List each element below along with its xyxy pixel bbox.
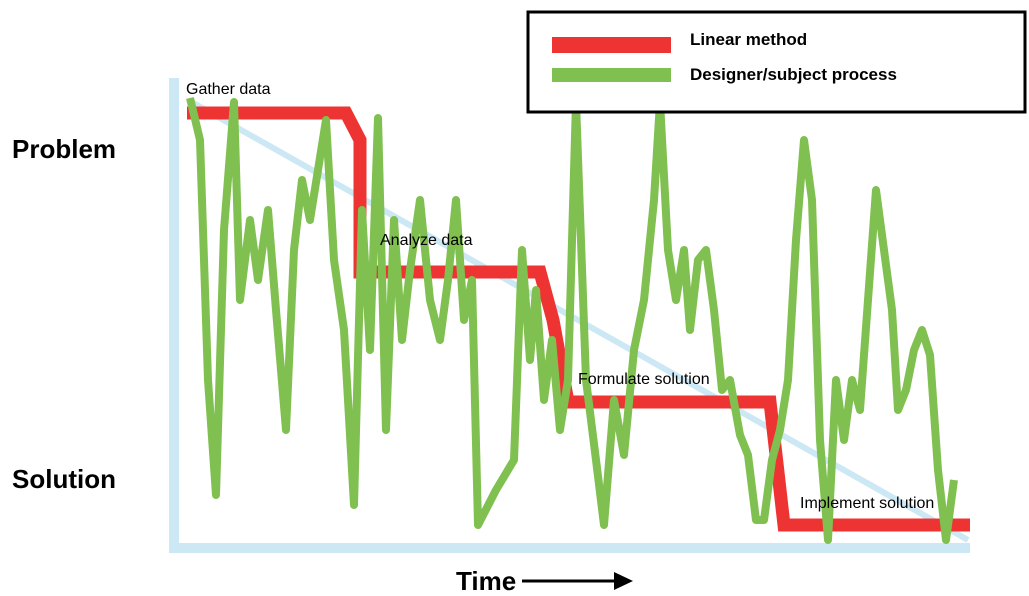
- legend-swatch-process: [552, 68, 671, 82]
- x-axis-label: Time: [456, 566, 516, 596]
- axes: [169, 78, 970, 553]
- legend-box: [526, 10, 1027, 114]
- designer-process-line: [186, 97, 958, 544]
- stage-label-implement-solution: Implement solution: [800, 495, 934, 512]
- stage-label-analyze-data: Analyze data: [380, 232, 473, 249]
- stage-label-formulate-solution: Formulate solution: [578, 371, 710, 388]
- legend-label-linear-method: Linear method: [690, 30, 807, 49]
- y-axis-bottom-label: Solution: [12, 464, 116, 494]
- stage-labels: Gather data Analyze data Formulate solut…: [186, 81, 934, 512]
- legend-label-designer-process: Designer/subject process: [690, 65, 897, 84]
- stage-label-gather-data: Gather data: [186, 81, 271, 98]
- linear-method-line: [187, 106, 970, 532]
- y-axis-top-label: Problem: [12, 134, 116, 164]
- legend: Linear method Designer/subject process: [526, 10, 1027, 114]
- legend-swatch-linear: [552, 37, 671, 53]
- right-arrow-icon: [522, 572, 633, 590]
